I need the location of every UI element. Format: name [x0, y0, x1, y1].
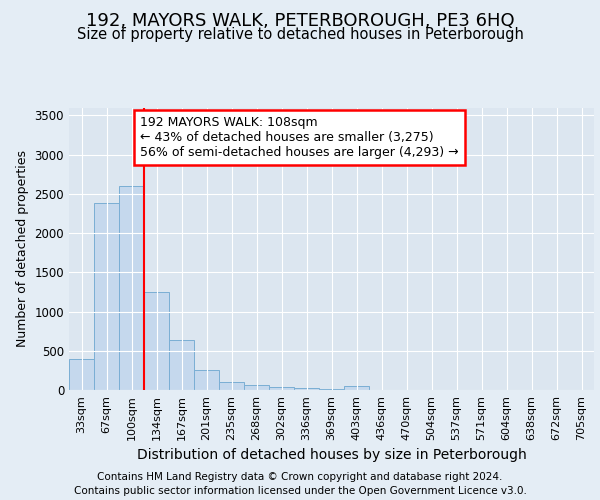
Bar: [119, 186, 144, 390]
Y-axis label: Number of detached properties: Number of detached properties: [16, 150, 29, 348]
Bar: [319, 389, 344, 390]
Text: Size of property relative to detached houses in Peterborough: Size of property relative to detached ho…: [77, 28, 523, 42]
Bar: [219, 382, 244, 390]
Bar: [94, 203, 119, 390]
Bar: [269, 387, 294, 390]
Bar: [244, 386, 269, 390]
Bar: [294, 388, 319, 390]
Bar: [344, 386, 369, 390]
Bar: [144, 292, 169, 390]
Text: Contains HM Land Registry data © Crown copyright and database right 2024.: Contains HM Land Registry data © Crown c…: [97, 472, 503, 482]
Bar: [69, 358, 94, 390]
Bar: [169, 340, 194, 390]
Text: Contains public sector information licensed under the Open Government Licence v3: Contains public sector information licen…: [74, 486, 526, 496]
Text: 192 MAYORS WALK: 108sqm
← 43% of detached houses are smaller (3,275)
56% of semi: 192 MAYORS WALK: 108sqm ← 43% of detache…: [140, 116, 458, 159]
Bar: [194, 370, 219, 390]
X-axis label: Distribution of detached houses by size in Peterborough: Distribution of detached houses by size …: [137, 448, 526, 462]
Text: 192, MAYORS WALK, PETERBOROUGH, PE3 6HQ: 192, MAYORS WALK, PETERBOROUGH, PE3 6HQ: [86, 12, 514, 30]
